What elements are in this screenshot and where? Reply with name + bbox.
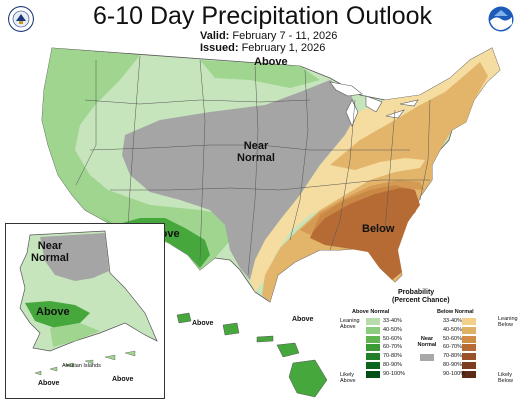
label-conus-above: Above: [254, 56, 288, 68]
conus-below: [262, 62, 488, 302]
legend-above-swatch: [366, 318, 380, 325]
label-alaska-above: Above: [36, 306, 70, 318]
legend-above-range: 40-50%: [383, 326, 402, 333]
label-aleutian-islands: Aleutian Islands: [62, 363, 101, 369]
legend-leaning-below: Leaning Below: [498, 316, 518, 328]
legend-above-swatch: [366, 326, 380, 334]
legend-near-header: Near Normal: [417, 336, 437, 348]
conus-above-north: [200, 60, 320, 88]
hawaii-island-oahu: [222, 322, 240, 336]
legend-below-swatch: [462, 370, 476, 378]
legend-above-header: Above Normal: [352, 309, 390, 315]
legend-below-swatch: [462, 362, 476, 369]
label-aleutian-above-1: Above: [38, 380, 60, 387]
noaa-commerce-seal-icon: [8, 6, 34, 32]
legend-likely-below: Likely Below: [498, 372, 513, 384]
label-conus-near-normal: Near Normal: [237, 140, 275, 164]
hawaii-island-molokai: [256, 335, 274, 343]
legend-below-range: 70-80%: [443, 353, 462, 360]
legend-leaning-above: Leaning Above: [340, 318, 360, 330]
state-borders: [75, 55, 431, 276]
conus-below-mid-ring: [300, 180, 424, 235]
label-alaska-near-normal: Near Normal: [31, 240, 69, 264]
legend-below-swatch: [462, 326, 476, 334]
legend-below-header: Below Normal: [437, 309, 474, 315]
label-conus-below: Below: [362, 223, 395, 235]
legend-near-swatch: [420, 354, 434, 361]
legend-title-1: Probability: [398, 289, 435, 296]
legend-below-swatch: [462, 318, 476, 325]
valid-label: Valid:: [200, 30, 230, 42]
legend-below-swatch: [462, 353, 476, 361]
alaska-above-mid: [50, 323, 100, 347]
noaa-logo-icon: [488, 6, 514, 32]
alaska-near: [40, 233, 109, 281]
page-title: 6-10 Day Precipitation Outlook: [92, 2, 433, 30]
issued-line: Issued: February 1, 2026: [200, 42, 325, 54]
issued-value: February 1, 2026: [241, 42, 326, 54]
legend-below-range: 50-60%: [443, 335, 462, 342]
label-hawaii-above-1: Above: [192, 320, 214, 327]
alaska-inset: [5, 223, 165, 399]
conus-above-west: [42, 48, 235, 270]
issued-label: Issued:: [200, 42, 239, 54]
label-hawaii-above-2: Above: [292, 316, 314, 323]
legend-title-2: (Percent Chance): [392, 297, 450, 304]
legend-above-range: 80-90%: [383, 362, 402, 368]
legend-below-range: 33-40%: [443, 318, 462, 324]
legend-above-range: 90-100%: [383, 370, 406, 377]
legend-above-range: 60-70%: [383, 344, 402, 351]
legend-above-range: 50-60%: [383, 335, 402, 342]
alaska-above-strong: [25, 301, 90, 328]
legend-below-range: 40-50%: [443, 326, 462, 333]
hawaii-inset: [176, 312, 328, 398]
valid-line: Valid: February 7 - 11, 2026: [200, 30, 337, 42]
label-aleutian-above-2: Above: [112, 376, 134, 383]
legend-above-swatch: [366, 362, 380, 369]
hawaii-island-maui: [276, 342, 300, 358]
valid-value: February 7 - 11, 2026: [232, 30, 338, 42]
hawaii-island-big: [288, 359, 328, 398]
legend-below-range: 60-70%: [443, 344, 462, 351]
legend-below-swatch: [462, 344, 476, 352]
hawaii-island-kauai: [176, 312, 192, 324]
legend-likely-above: Likely Above: [340, 372, 356, 384]
legend-above-range: 33-40%: [383, 318, 402, 324]
legend-above-swatch: [366, 353, 380, 361]
legend-below-range: 80-90%: [443, 362, 462, 368]
legend-above-swatch: [366, 370, 380, 378]
legend-below-range: 90-100%: [443, 370, 466, 377]
conus-near-normal: [122, 80, 358, 280]
legend-above-swatch: [366, 335, 380, 343]
alaska-aleutians: [34, 350, 136, 376]
legend-above-range: 70-80%: [383, 353, 402, 360]
legend-above-swatch: [366, 344, 380, 352]
legend-below-swatch: [462, 335, 476, 343]
great-lakes: [329, 81, 419, 127]
